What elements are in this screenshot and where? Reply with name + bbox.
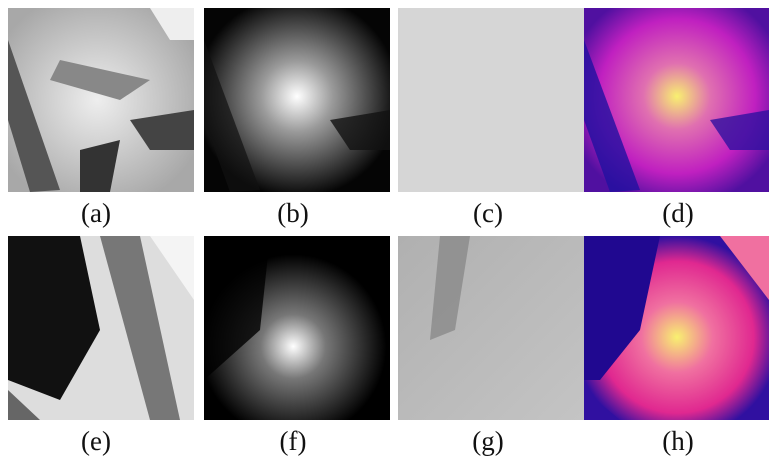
panel-d <box>584 8 769 192</box>
panel-label: (f) <box>280 426 307 456</box>
panel-c <box>398 8 584 192</box>
panel-label: (c) <box>473 198 503 228</box>
panel-label: (d) <box>662 198 693 228</box>
panel-e <box>8 236 194 420</box>
panel-a <box>8 8 194 192</box>
panel-label: (h) <box>662 426 693 456</box>
panel-label: (e) <box>81 426 111 456</box>
panel-h <box>584 236 769 420</box>
figure: (a) (b) (c) (d) (e) (f) (g) (h) <box>0 0 769 466</box>
panel-f <box>204 236 390 420</box>
panel-label: (b) <box>277 198 308 228</box>
panel-g <box>398 236 584 420</box>
panel-label: (g) <box>472 426 503 456</box>
panel-label: (a) <box>81 198 111 228</box>
panel-b <box>204 8 390 192</box>
